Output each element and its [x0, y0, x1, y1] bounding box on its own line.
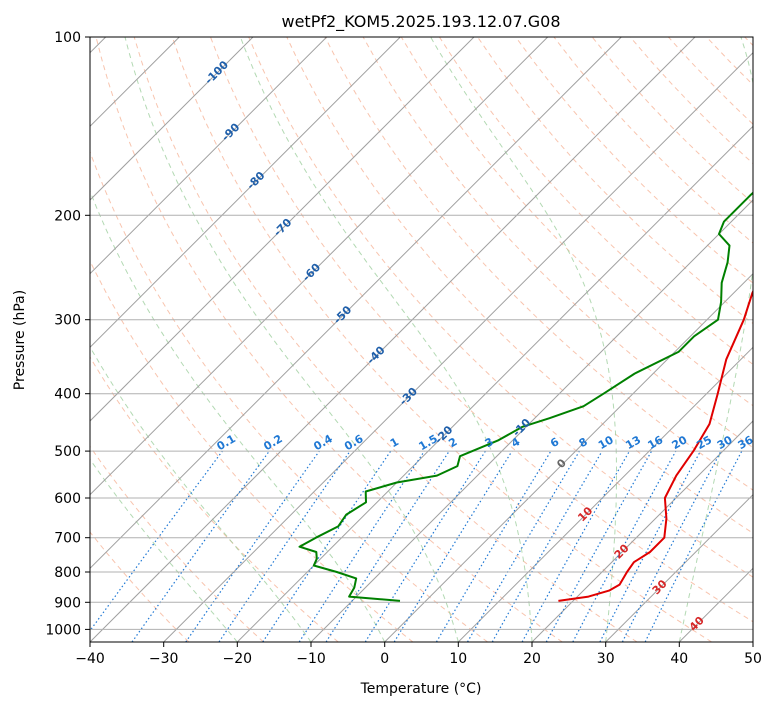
- moist-adiabat: [239, 37, 533, 642]
- mixing-ratio-line: [298, 450, 425, 642]
- dry-adiabat: [400, 37, 753, 407]
- isotherm: [384, 272, 753, 642]
- x-tick-label: −20: [223, 651, 253, 667]
- isotherm: [605, 493, 753, 642]
- y-tick-label: 200: [54, 208, 81, 224]
- x-tick-label: −30: [149, 651, 179, 667]
- plot-frame: [89, 36, 754, 643]
- moist-adiabat: [90, 345, 312, 642]
- y-tick-label: 600: [54, 491, 81, 507]
- x-tick-label: 10: [449, 651, 467, 667]
- mixing-ratio-line: [262, 450, 392, 642]
- isotherm: [457, 346, 753, 642]
- y-tick-label: 100: [54, 30, 81, 46]
- y-tick-label: 1000: [45, 622, 81, 638]
- mixing-ratio-line: [545, 450, 653, 642]
- x-tick-label: −10: [296, 651, 326, 667]
- background-lines: [90, 37, 753, 642]
- dry-adiabat: [171, 37, 712, 642]
- isotherm: [90, 37, 622, 570]
- x-tick-label: −40: [75, 651, 105, 667]
- isotherm: [90, 37, 401, 349]
- dry-adiabat: [515, 37, 753, 284]
- x-axis-title: Temperature (°C): [360, 681, 482, 697]
- dry-adiabat: [438, 37, 753, 366]
- temperature-profile: [558, 289, 753, 602]
- isotherm: [90, 37, 696, 642]
- y-tick-label: 700: [54, 531, 81, 547]
- moist-adiabat: [430, 37, 617, 642]
- dry-adiabat: [90, 356, 339, 642]
- mixing-ratio-line: [325, 450, 450, 642]
- mixing-ratio-line: [521, 450, 631, 642]
- isotherm: [531, 420, 753, 642]
- dewpoint-profile: [298, 191, 753, 602]
- x-tick-label: 0: [380, 651, 389, 667]
- x-tick-label: 20: [523, 651, 541, 667]
- y-tick-label: 800: [54, 565, 81, 581]
- mixing-ratio-line: [572, 450, 677, 642]
- y-axis: 100 200 300 400 500 600 700 800 900 1000: [45, 30, 90, 638]
- isotherm: [90, 37, 328, 275]
- mixing-ratio-line: [393, 450, 513, 642]
- y-axis-title: Pressure (hPa): [12, 290, 28, 390]
- dry-adiabat: [133, 37, 638, 642]
- y-tick-label: 400: [54, 387, 81, 403]
- y-tick-label: 300: [54, 313, 81, 329]
- y-tick-label: 500: [54, 444, 81, 460]
- profiles: [298, 191, 753, 602]
- chart-title: wetPf2_KOM5.2025.193.12.07.G08: [281, 12, 560, 32]
- y-tick-label: 900: [54, 595, 81, 611]
- isotherm: [163, 51, 753, 642]
- moist-adiabat: [90, 458, 238, 642]
- isotherm: [236, 125, 753, 642]
- dry-adiabat: [90, 445, 264, 642]
- moist-adiabat: [124, 37, 459, 642]
- x-tick-label: 40: [670, 651, 688, 667]
- x-axis: −40 −30 −20 −10 0 10 20 30 40 50: [75, 642, 762, 667]
- mixing-ratio-line: [185, 450, 320, 642]
- dry-adiabat: [90, 531, 190, 642]
- isotherm: [310, 199, 753, 642]
- mixing-ratio-line: [218, 450, 351, 642]
- dry-adiabat: [90, 150, 488, 642]
- x-tick-label: 30: [597, 651, 615, 667]
- dry-adiabat: [95, 37, 563, 642]
- mixing-ratio-line: [644, 450, 743, 642]
- isotherm: [90, 37, 254, 201]
- moist-adiabat: [90, 189, 386, 642]
- mixing-ratio-line: [90, 450, 223, 632]
- pressure-grid: [90, 37, 753, 630]
- isotherm: [90, 37, 475, 422]
- dry-adiabat: [210, 37, 753, 623]
- dry-adiabat: [248, 37, 753, 578]
- isotherm: [90, 37, 549, 496]
- mixing-ratio-line: [131, 450, 270, 642]
- x-tick-label: 50: [744, 651, 762, 667]
